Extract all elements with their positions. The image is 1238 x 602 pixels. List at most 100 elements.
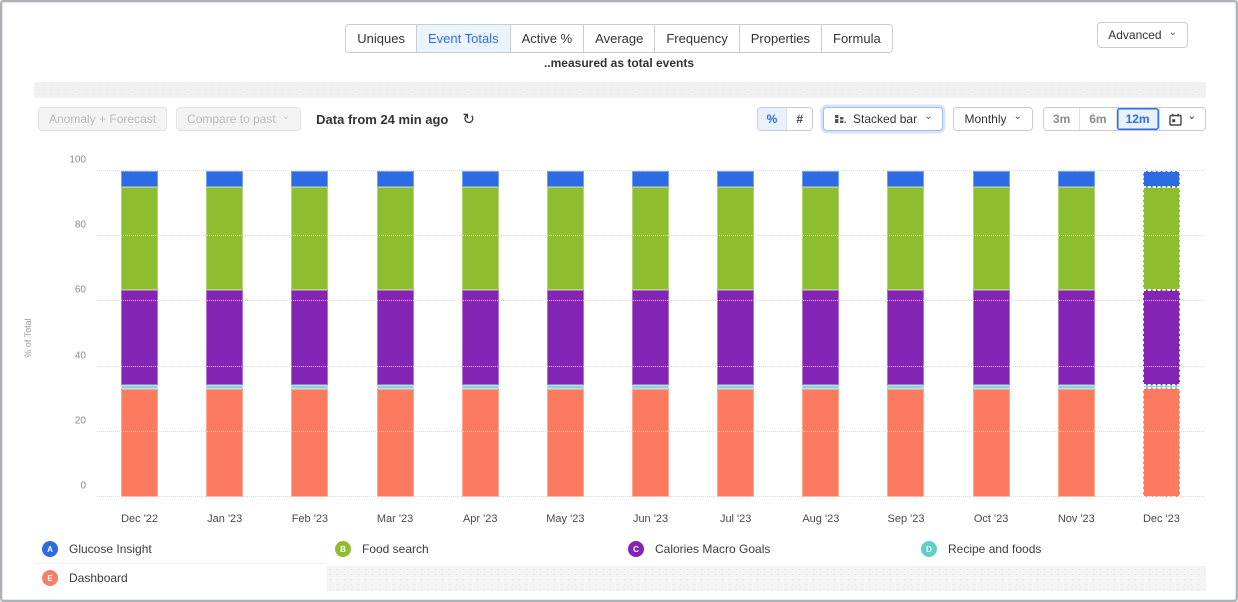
stacked-bar-nov-23[interactable] <box>1058 171 1095 497</box>
x-tick-label: Aug '23 <box>778 513 863 525</box>
calendar-icon <box>1169 113 1182 126</box>
segment-food-search[interactable] <box>1143 187 1180 290</box>
segment-calories-macro-goals[interactable] <box>632 290 669 385</box>
stacked-bar-icon <box>834 113 846 125</box>
segment-calories-macro-goals[interactable] <box>547 290 584 385</box>
anomaly-forecast-button[interactable]: Anomaly + Forecast <box>38 107 167 131</box>
value-mode-number[interactable]: # <box>786 108 812 130</box>
segment-calories-macro-goals[interactable] <box>1058 290 1095 385</box>
custom-date-range-dropdown[interactable]: ⌄ <box>1159 108 1205 130</box>
value-mode-percent[interactable]: % <box>758 108 787 130</box>
segment-food-search[interactable] <box>547 187 584 290</box>
segment-glucose-insight[interactable] <box>1143 171 1180 187</box>
segment-glucose-insight[interactable] <box>887 171 924 187</box>
segment-dashboard[interactable] <box>973 389 1010 497</box>
segment-dashboard[interactable] <box>377 389 414 497</box>
stacked-bar-feb-23[interactable] <box>291 171 328 497</box>
tab-formula[interactable]: Formula <box>822 24 893 53</box>
segment-dashboard[interactable] <box>717 389 754 497</box>
stacked-bar-sep-23[interactable] <box>887 171 924 497</box>
y-tick-0: 0 <box>46 481 86 492</box>
stacked-bar-dec-22[interactable] <box>121 171 158 497</box>
segment-glucose-insight[interactable] <box>802 171 839 187</box>
segment-food-search[interactable] <box>1058 187 1095 290</box>
segment-glucose-insight[interactable] <box>462 171 499 187</box>
segment-dashboard[interactable] <box>1058 389 1095 497</box>
stacked-bar-jun-23[interactable] <box>632 171 669 497</box>
segment-glucose-insight[interactable] <box>206 171 243 187</box>
segment-glucose-insight[interactable] <box>377 171 414 187</box>
legend-item-glucose-insight[interactable]: AGlucose Insight <box>34 535 327 563</box>
tab-event-totals[interactable]: Event Totals <box>417 24 511 53</box>
stacked-bar-may-23[interactable] <box>547 171 584 497</box>
range-3m[interactable]: 3m <box>1044 108 1079 130</box>
segment-glucose-insight[interactable] <box>973 171 1010 187</box>
segment-dashboard[interactable] <box>632 389 669 497</box>
stacked-bar-apr-23[interactable] <box>462 171 499 497</box>
segment-calories-macro-goals[interactable] <box>206 290 243 385</box>
gridline-100 <box>97 170 1204 171</box>
segment-food-search[interactable] <box>121 187 158 290</box>
segment-food-search[interactable] <box>887 187 924 290</box>
gridline-0 <box>97 496 1204 497</box>
x-tick-label: Mar '23 <box>352 513 437 525</box>
advanced-button[interactable]: Advanced ⌄ <box>1097 22 1188 48</box>
stacked-bar-mar-23[interactable] <box>377 171 414 497</box>
tab-average[interactable]: Average <box>584 24 655 53</box>
segment-calories-macro-goals[interactable] <box>377 290 414 385</box>
segment-calories-macro-goals[interactable] <box>121 290 158 385</box>
segment-glucose-insight[interactable] <box>121 171 158 187</box>
segment-dashboard[interactable] <box>462 389 499 497</box>
legend-item-dashboard[interactable]: EDashboard <box>34 563 327 592</box>
legend-item-calories-macro-goals[interactable]: CCalories Macro Goals <box>620 535 913 563</box>
segment-calories-macro-goals[interactable] <box>802 290 839 385</box>
segment-food-search[interactable] <box>973 187 1010 290</box>
segment-calories-macro-goals[interactable] <box>291 290 328 385</box>
segment-dashboard[interactable] <box>206 389 243 497</box>
tab-frequency[interactable]: Frequency <box>655 24 739 53</box>
segment-calories-macro-goals[interactable] <box>1143 290 1180 385</box>
stacked-bar-dec-23[interactable] <box>1143 171 1180 497</box>
tab-uniques[interactable]: Uniques <box>345 24 417 53</box>
segment-dashboard[interactable] <box>887 389 924 497</box>
segment-calories-macro-goals[interactable] <box>462 290 499 385</box>
segment-food-search[interactable] <box>462 187 499 290</box>
segment-dashboard[interactable] <box>291 389 328 497</box>
segment-food-search[interactable] <box>291 187 328 290</box>
segment-glucose-insight[interactable] <box>717 171 754 187</box>
segment-glucose-insight[interactable] <box>291 171 328 187</box>
stacked-bar-jan-23[interactable] <box>206 171 243 497</box>
segment-food-search[interactable] <box>717 187 754 290</box>
bar-slot <box>608 171 693 497</box>
legend-label: Food search <box>362 542 429 556</box>
segment-glucose-insight[interactable] <box>1058 171 1095 187</box>
stacked-bar-jul-23[interactable] <box>717 171 754 497</box>
range-6m[interactable]: 6m <box>1079 108 1115 130</box>
segment-glucose-insight[interactable] <box>547 171 584 187</box>
tab-properties[interactable]: Properties <box>740 24 822 53</box>
chart-type-dropdown[interactable]: Stacked bar ⌄ <box>823 107 943 131</box>
refresh-icon[interactable]: ↻ <box>462 112 475 127</box>
x-tick-label: May '23 <box>523 513 608 525</box>
segment-dashboard[interactable] <box>121 389 158 497</box>
segment-dashboard[interactable] <box>1143 388 1180 497</box>
range-12m[interactable]: 12m <box>1116 108 1159 130</box>
compare-to-past-dropdown[interactable]: Compare to past ⌄ <box>176 107 301 131</box>
tab-active-[interactable]: Active % <box>511 24 585 53</box>
segment-glucose-insight[interactable] <box>632 171 669 187</box>
segment-food-search[interactable] <box>377 187 414 290</box>
segment-food-search[interactable] <box>206 187 243 290</box>
segment-calories-macro-goals[interactable] <box>973 290 1010 385</box>
segment-dashboard[interactable] <box>802 389 839 497</box>
interval-dropdown[interactable]: Monthly ⌄ <box>953 107 1032 131</box>
legend-item-food-search[interactable]: BFood search <box>327 535 620 563</box>
segment-calories-macro-goals[interactable] <box>887 290 924 385</box>
segment-dashboard[interactable] <box>547 389 584 497</box>
y-tick-80: 80 <box>46 220 86 231</box>
stacked-bar-aug-23[interactable] <box>802 171 839 497</box>
segment-food-search[interactable] <box>632 187 669 290</box>
segment-food-search[interactable] <box>802 187 839 290</box>
segment-calories-macro-goals[interactable] <box>717 290 754 385</box>
stacked-bar-oct-23[interactable] <box>973 171 1010 497</box>
legend-item-recipe-and-foods[interactable]: DRecipe and foods <box>913 535 1206 563</box>
